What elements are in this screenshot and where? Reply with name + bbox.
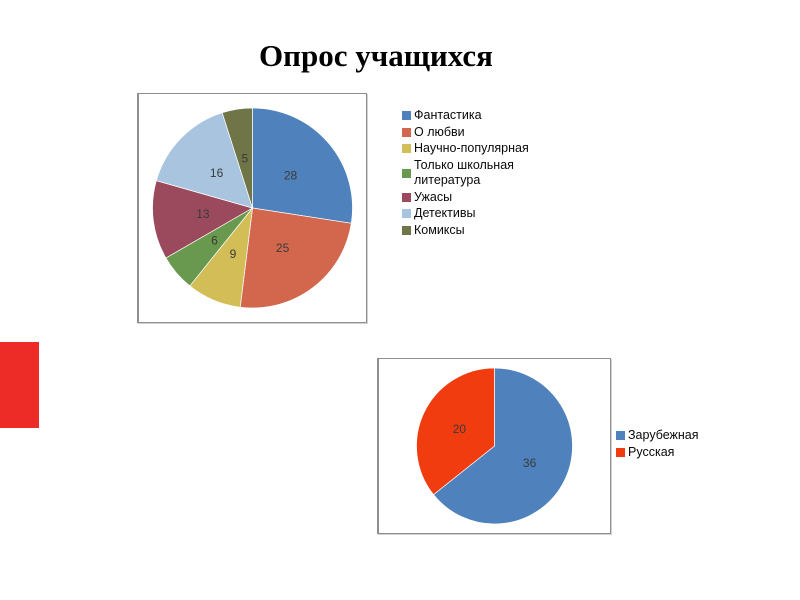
- pie-slice-4: [152, 180, 254, 259]
- legend-label: Зарубежная: [628, 428, 699, 442]
- legend-label: Ужасы: [414, 189, 453, 204]
- legend-label: Фантастика: [414, 108, 482, 122]
- pie-value-label: 5: [241, 152, 248, 166]
- legend-swatch: [616, 431, 625, 441]
- pie-value-label: 16: [210, 166, 224, 180]
- pie-value-label: 13: [196, 207, 210, 221]
- legend-swatch: [402, 111, 411, 121]
- literature-origin-pie-chart-box: 36 20: [377, 358, 611, 534]
- legend-item: Научно-популярная: [402, 141, 570, 157]
- legend-label: Русская: [628, 444, 675, 459]
- pie-slice-6: [221, 107, 253, 209]
- pie-slice-0: [252, 107, 353, 224]
- legend-swatch: [402, 209, 411, 219]
- legend-swatch: [402, 127, 411, 137]
- pie-slice-0: [433, 367, 573, 525]
- red-accent-rectangle: [0, 342, 39, 428]
- pie-value-label: 20: [453, 422, 467, 436]
- legend-swatch: [402, 168, 411, 178]
- legend-item: Только школьная литература: [402, 158, 570, 189]
- legend-item: Русская: [616, 445, 726, 461]
- legend-item: Детективы: [402, 206, 570, 222]
- legend-label: Научно-популярная: [414, 141, 529, 155]
- legend-swatch: [616, 447, 625, 457]
- pie-value-label: 25: [276, 241, 290, 255]
- genres-legend: Фантастика О любви Научно-популярная Только…: [402, 108, 570, 239]
- pie-value-label: 36: [523, 456, 537, 470]
- legend-label: Комиксы: [414, 222, 465, 237]
- literature-origin-pie-chart: 36 20: [416, 367, 573, 525]
- slide-title: Опрос учащихся: [259, 38, 493, 73]
- pie-slice-5: [155, 112, 254, 209]
- legend-swatch: [402, 144, 411, 154]
- genres-pie-chart-box: 28 25 9 6 13 16 5: [137, 93, 367, 323]
- legend-item: Фантастика: [402, 108, 570, 124]
- legend-item: Зарубежная: [616, 428, 726, 444]
- legend-item: О любви: [402, 125, 570, 141]
- pie-slice-1: [416, 367, 495, 496]
- legend-label: Детективы: [414, 206, 476, 220]
- legend-swatch: [402, 225, 411, 235]
- legend-swatch: [402, 192, 411, 202]
- pie-value-label: 28: [284, 169, 298, 183]
- legend-label: Только школьная литература: [414, 157, 514, 188]
- legend-item: Ужасы: [402, 190, 570, 206]
- pie-slice-1: [239, 207, 352, 309]
- legend-item: Комиксы: [402, 223, 570, 239]
- literature-origin-legend: Зарубежная Русская: [616, 428, 726, 461]
- pie-value-label: 6: [211, 234, 218, 248]
- pie-value-label: 9: [230, 247, 237, 261]
- legend-label: О любви: [414, 124, 465, 139]
